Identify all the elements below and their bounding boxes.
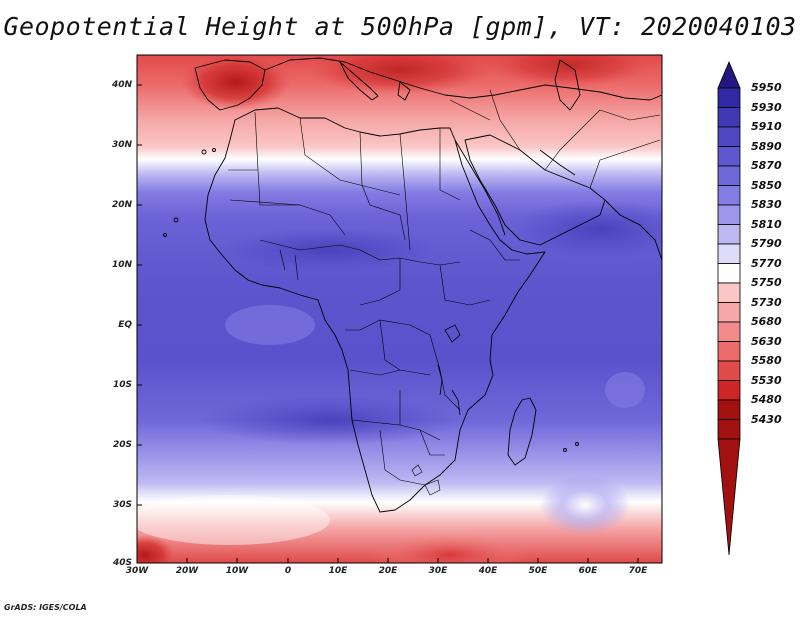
lat-label: 30N <box>111 140 132 150</box>
greece-coastline <box>397 81 411 101</box>
lat-label: 30S <box>112 500 132 510</box>
europe-coastline <box>264 57 662 101</box>
colorbar-label: 5810 <box>751 218 782 231</box>
arabia-coastline <box>464 134 606 246</box>
colorbar-label: 5930 <box>751 101 782 114</box>
colorbar-label: 5430 <box>751 413 782 426</box>
tick-marks <box>137 84 639 563</box>
colorbar-box <box>717 321 741 342</box>
footer-credit: GrADS: IGES/COLA <box>4 603 87 612</box>
colorbar-label: 5680 <box>751 315 782 328</box>
colorbar-label: 5480 <box>751 393 782 406</box>
colorbar-bottom-arrow <box>717 438 741 556</box>
lon-label: 30W <box>125 566 149 576</box>
colorbar-box <box>717 243 741 264</box>
lat-label: 20N <box>111 200 132 210</box>
colorbar-box <box>717 126 741 147</box>
lon-label: 60E <box>578 566 598 576</box>
lat-label: EQ <box>118 320 132 330</box>
country-borders <box>228 89 661 496</box>
lakes <box>437 324 461 416</box>
caspian-coastline <box>554 59 581 111</box>
colorbar-label: 5530 <box>751 374 782 387</box>
colorbar-box <box>717 302 741 323</box>
colorbar-label: 5830 <box>751 198 782 211</box>
lat-label: 10N <box>111 260 132 270</box>
italy-coastline <box>339 61 379 101</box>
colorbar-label: 5870 <box>751 159 782 172</box>
colorbar-label: 5770 <box>751 257 782 270</box>
lon-label: 70E <box>628 566 648 576</box>
colorbar-label: 5890 <box>751 140 782 153</box>
colorbar-top-arrow <box>717 60 741 89</box>
persian-gulf <box>539 149 576 176</box>
africa-coastline <box>204 107 546 513</box>
lat-label: 20S <box>112 440 132 450</box>
colorbar-box <box>717 282 741 303</box>
colorbar-label: 5850 <box>751 179 782 192</box>
lon-label: 20W <box>175 566 199 576</box>
colorbar-box <box>717 263 741 284</box>
colorbar-box <box>717 360 741 381</box>
colorbar-box <box>717 399 741 420</box>
colorbar-box <box>717 419 741 440</box>
lon-label: 0 <box>284 566 292 576</box>
colorbar-label: 5630 <box>751 335 782 348</box>
lon-label: 40E <box>478 566 498 576</box>
colorbar-label: 5910 <box>751 120 782 133</box>
colorbar-label: 5950 <box>751 81 782 94</box>
colorbar-box <box>717 185 741 206</box>
lon-label: 30E <box>428 566 448 576</box>
red-sea <box>454 139 506 236</box>
colorbar-label: 5750 <box>751 276 782 289</box>
lon-label: 10W <box>225 566 249 576</box>
madagascar-coastline <box>507 397 537 466</box>
colorbar-label: 5580 <box>751 354 782 367</box>
colorbar-box <box>717 341 741 362</box>
colorbar-box <box>717 165 741 186</box>
lat-label: 40S <box>112 558 132 568</box>
iberia-coastline <box>194 59 266 111</box>
colorbar-box <box>717 146 741 167</box>
plot-frame <box>136 54 663 564</box>
lon-label: 50E <box>528 566 548 576</box>
lat-label: 10S <box>112 380 132 390</box>
lon-label: 20E <box>378 566 398 576</box>
colorbar-box <box>717 87 741 108</box>
colorbar-box <box>717 224 741 245</box>
asia-coastline <box>604 199 662 261</box>
lon-label: 10E <box>328 566 348 576</box>
colorbar-box <box>717 107 741 128</box>
shaded-field <box>137 55 662 563</box>
colorbar-label: 5730 <box>751 296 782 309</box>
coastlines <box>163 57 662 513</box>
colorbar <box>717 60 741 556</box>
map-title: Geopotential Height at 500hPa [gpm], VT:… <box>3 12 797 41</box>
colorbar-box <box>717 380 741 401</box>
lat-label: 40N <box>111 80 132 90</box>
colorbar-label: 5790 <box>751 237 782 250</box>
colorbar-box <box>717 204 741 225</box>
